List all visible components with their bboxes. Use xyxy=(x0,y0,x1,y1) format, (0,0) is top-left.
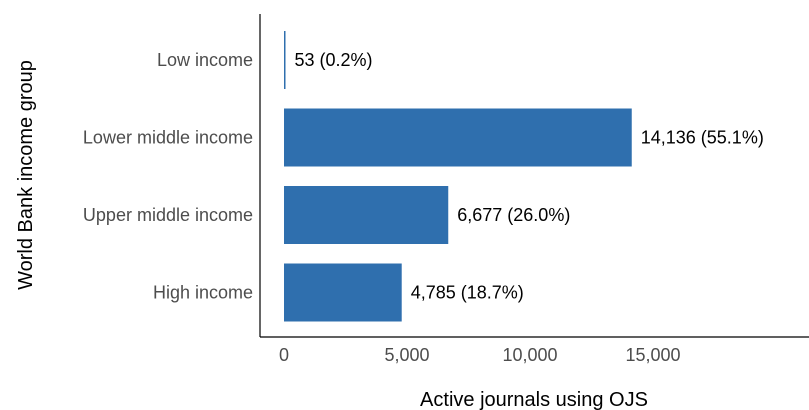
category-label-low-income: Low income xyxy=(157,50,253,70)
x-tick-label-0: 0 xyxy=(279,345,289,365)
data-label-lower-middle-income: 14,136 (55.1%) xyxy=(641,128,764,148)
bars-group xyxy=(284,31,632,322)
category-labels: Low income Lower middle income Upper middl… xyxy=(83,50,253,303)
bar-lower-middle-income xyxy=(284,108,632,167)
x-tick-label-15-000: 15,000 xyxy=(625,345,680,365)
category-label-upper-middle-income: Upper middle income xyxy=(83,205,253,225)
bar-high-income xyxy=(284,263,402,322)
x-tick-label-5-000: 5,000 xyxy=(384,345,429,365)
x-axis-title: Active journals using OJS xyxy=(420,389,648,410)
category-label-lower-middle-income: Lower middle income xyxy=(83,128,253,148)
y-axis-title: World Bank income group xyxy=(15,60,37,290)
x-tick-labels: 0 5,000 10,000 15,000 xyxy=(279,345,681,365)
data-labels: 53 (0.2%) 14,136 (55.1%) 6,677 (26.0%) 4,78… xyxy=(295,50,764,303)
x-tick-label-10-000: 10,000 xyxy=(502,345,557,365)
bar-low-income xyxy=(284,31,286,89)
data-label-low-income: 53 (0.2%) xyxy=(295,50,373,70)
data-label-high-income: 4,785 (18.7%) xyxy=(411,283,524,303)
bar-upper-middle-income xyxy=(284,186,449,244)
data-label-upper-middle-income: 6,677 (26.0%) xyxy=(457,205,570,225)
category-label-high-income: High income xyxy=(153,283,253,303)
